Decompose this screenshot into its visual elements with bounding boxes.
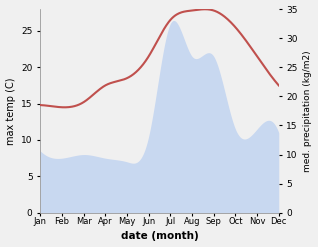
X-axis label: date (month): date (month) — [121, 231, 198, 242]
Y-axis label: max temp (C): max temp (C) — [5, 77, 16, 145]
Y-axis label: med. precipitation (kg/m2): med. precipitation (kg/m2) — [303, 50, 313, 172]
